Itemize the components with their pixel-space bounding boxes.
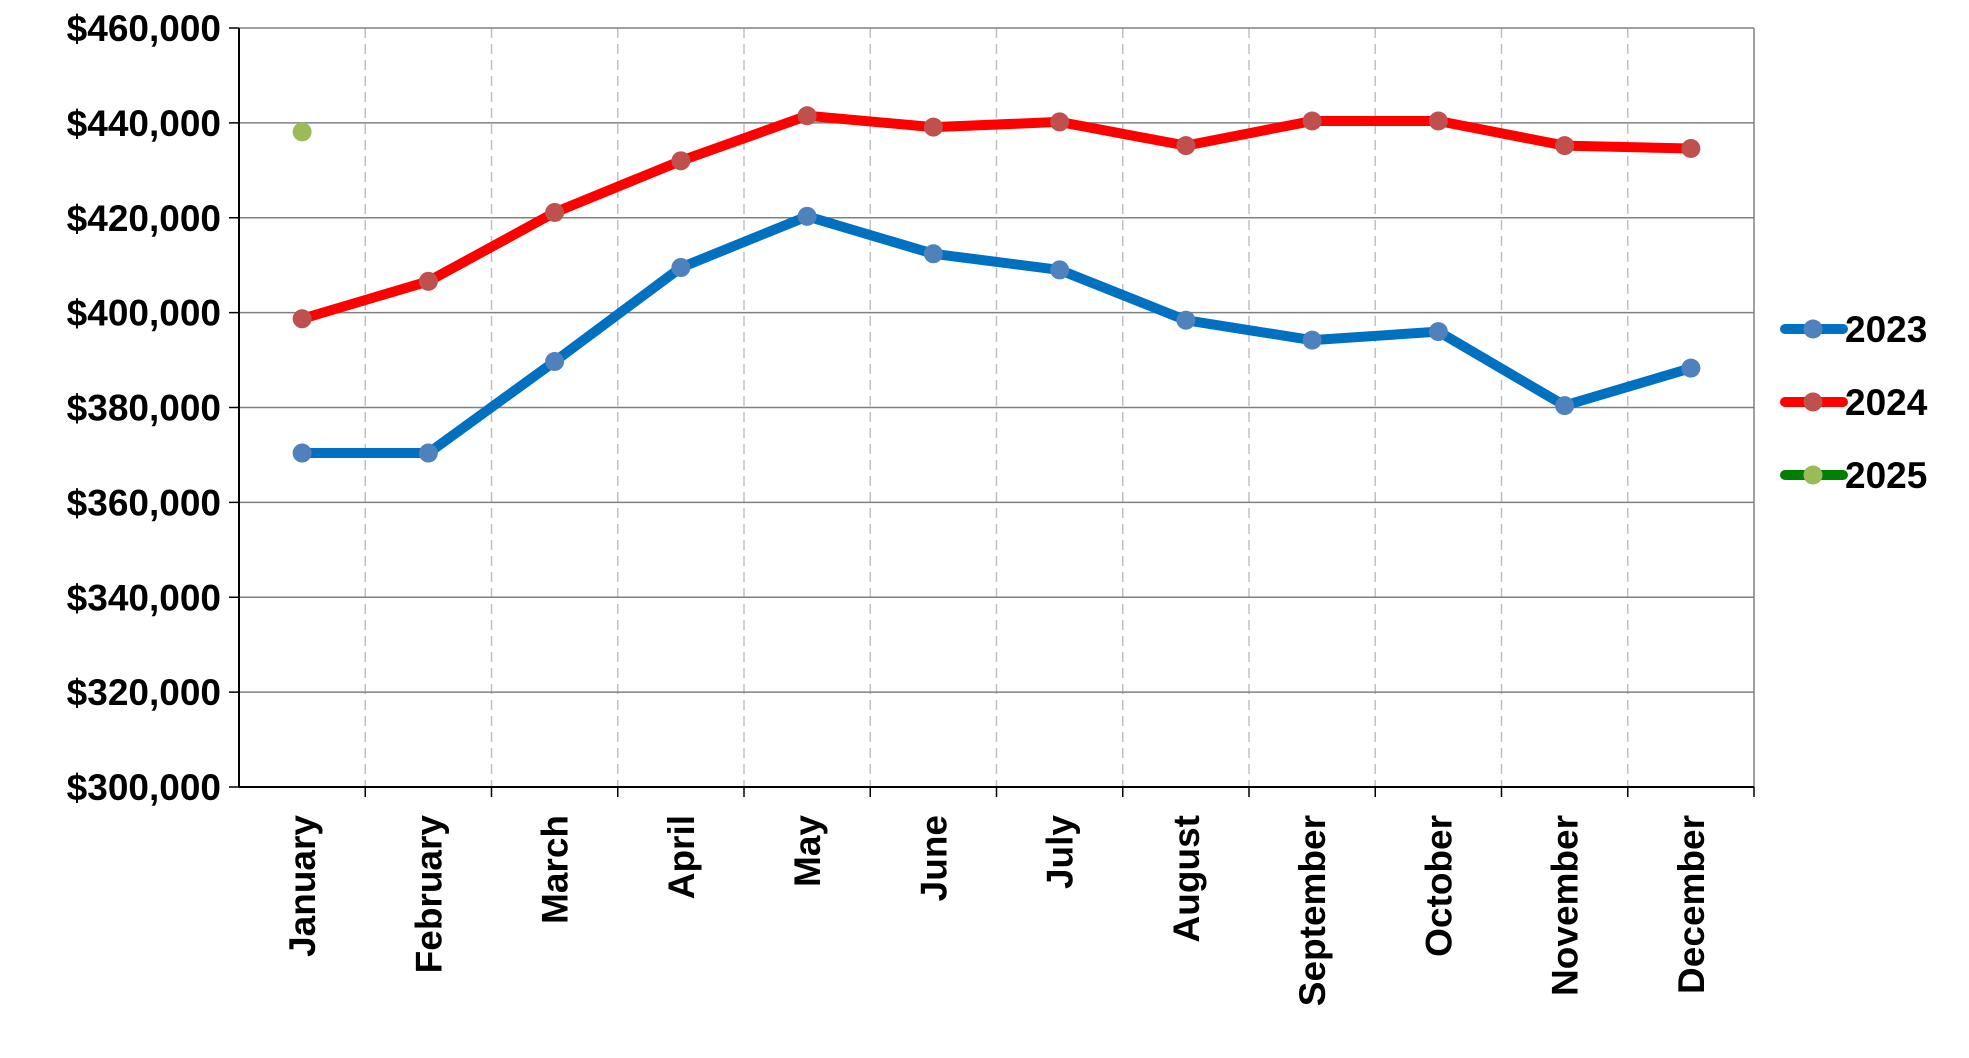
legend-marker: [1803, 319, 1823, 339]
legend-marker: [1803, 392, 1823, 412]
point: [418, 271, 438, 291]
y-tick-label: $440,000: [67, 103, 221, 144]
x-tick-label: January: [282, 815, 323, 957]
point: [292, 443, 312, 463]
legend-marker: [1803, 465, 1823, 485]
point: [1555, 136, 1575, 156]
legend-label: 2025: [1845, 455, 1927, 496]
x-tick-label: May: [787, 815, 828, 887]
point: [671, 258, 691, 278]
point: [1176, 310, 1196, 330]
point: [1681, 138, 1701, 158]
y-tick-label: $320,000: [67, 672, 221, 713]
point: [1050, 112, 1070, 132]
x-tick-label: November: [1545, 815, 1586, 996]
y-tick-label: $460,000: [67, 8, 221, 49]
series-line: [300, 110, 1691, 324]
legend-label: 2024: [1845, 382, 1928, 423]
point: [923, 117, 943, 137]
x-tick-label: September: [1292, 815, 1333, 1006]
x-tick-label: June: [913, 815, 954, 901]
x-tick-label: April: [661, 815, 702, 899]
x-tick-label: March: [535, 815, 576, 924]
point: [923, 244, 943, 264]
point: [1176, 136, 1196, 156]
y-tick-label: $380,000: [67, 388, 221, 429]
series-line: [302, 211, 1693, 459]
y-tick-label: $300,000: [67, 767, 221, 808]
legend-label: 2023: [1845, 309, 1927, 350]
x-tick-label: July: [1040, 815, 1081, 889]
point: [545, 351, 565, 371]
y-tick-label: $340,000: [67, 577, 221, 618]
x-tick-label: February: [408, 815, 449, 974]
y-tick-label: $400,000: [67, 293, 221, 334]
point: [797, 206, 817, 226]
point: [418, 443, 438, 463]
point: [1302, 330, 1322, 350]
point: [1555, 396, 1575, 416]
point: [292, 309, 312, 329]
point: [797, 106, 817, 126]
point: [1681, 358, 1701, 378]
x-tick-label: August: [1166, 815, 1207, 942]
point: [545, 203, 565, 223]
point: [671, 151, 691, 171]
point: [1428, 111, 1448, 131]
y-tick-label: $360,000: [67, 482, 221, 523]
x-tick-label: December: [1671, 815, 1712, 994]
point: [1428, 322, 1448, 342]
x-tick-label: October: [1418, 815, 1459, 957]
point: [292, 122, 312, 142]
point: [1050, 260, 1070, 280]
point: [1302, 111, 1322, 131]
y-tick-label: $420,000: [67, 198, 221, 239]
